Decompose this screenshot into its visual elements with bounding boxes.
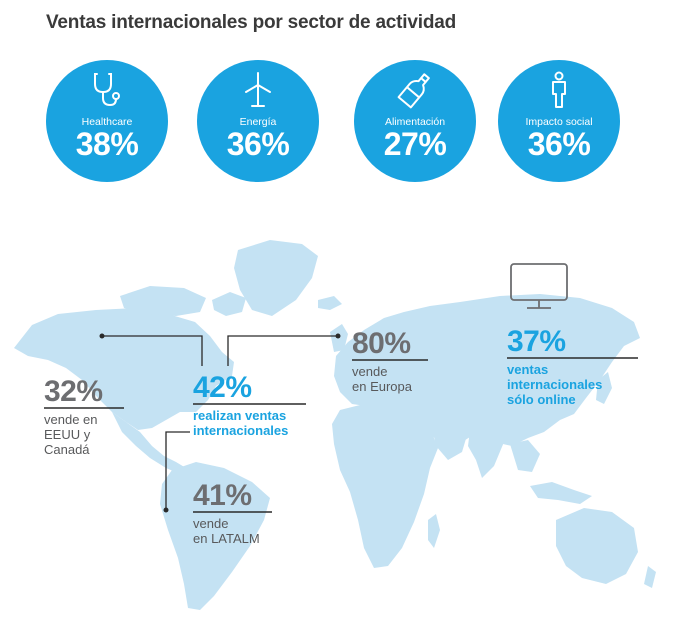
stat-europa: 80% vende en Europa [352,327,412,395]
connector-eeuu [102,335,203,366]
sector-energia: Energía 36% [197,60,319,182]
sector-value: 36% [527,126,591,162]
stat-eeuu: 32% vende en EEUU y Canadá [44,375,103,458]
eurasia [334,294,640,448]
stat-value: 41% [193,479,252,512]
stat-underlines [44,357,638,513]
chart-title: Ventas internacionales por sector de act… [46,12,457,33]
iceland [318,296,342,310]
sector-label: Alimentación [384,116,446,128]
arabia [432,420,468,460]
stat-value: 42% [193,371,252,404]
bottle-icon [397,73,430,109]
south-america [160,462,270,610]
person-icon [552,71,566,108]
connector-endpoints [99,333,341,513]
stat-international: 42% realizan ventas internacionales [193,371,289,439]
arctic-islands [120,286,206,316]
monitor-icon [510,263,568,309]
sector-label: Healthcare [81,116,133,128]
arctic-islands-east [212,292,246,316]
greenland [234,240,318,316]
central-america [112,412,186,474]
stat-description: realizan ventas internacionales [193,408,289,438]
stat-value: 32% [44,375,103,408]
sector-value: 27% [383,126,447,162]
connector-europa [227,335,338,366]
north-america [14,308,234,430]
sector-value: 36% [226,126,290,162]
sector-label: Energía [239,116,277,128]
madagascar [428,514,440,548]
indonesia [530,482,592,504]
map-landmasses [14,240,656,610]
new-zealand [644,566,656,588]
sector-value: 38% [75,126,139,162]
stat-value: 80% [352,327,411,360]
stethoscope-icon [94,73,120,107]
wind-turbine-icon [245,72,271,107]
japan [596,372,612,404]
sector-impacto-social: Impacto social 36% [498,60,620,182]
sector-healthcare: Healthcare 38% [46,60,168,182]
stat-value: 37% [507,325,566,358]
stat-latalm: 41% vende en LATALM [193,479,260,547]
australia [556,508,638,584]
stat-description: vende en Europa [352,364,412,394]
southeast-asia [510,440,540,472]
india [468,428,504,478]
connector-lines [102,335,338,510]
africa [332,404,438,568]
stat-description: vende en EEUU y Canadá [44,412,98,457]
stat-description: ventas internacionales sólo online [507,362,603,407]
sector-alimentacion: Alimentación 27% [354,60,476,182]
sector-label: Impacto social [525,116,593,128]
connector-latalm [165,431,190,510]
stat-description: vende en LATALM [193,516,260,546]
stat-online: 37% ventas internacionales sólo online [507,325,603,408]
